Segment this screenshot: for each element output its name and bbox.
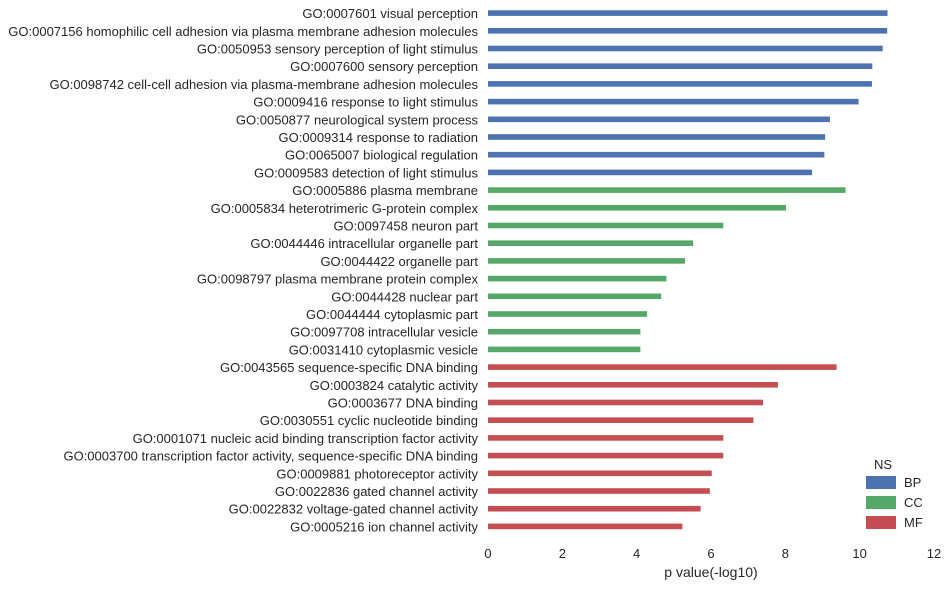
- legend-swatch-bp: [866, 476, 896, 489]
- y-tick-label: GO:0044444 cytoplasmic part: [306, 307, 478, 322]
- bar-mf-24: [488, 417, 754, 423]
- bar-cc-20: [488, 346, 641, 353]
- y-tick-label: GO:0009314 response to radiation: [279, 130, 478, 145]
- y-tick-label: GO:0003700 transcription factor activity…: [63, 449, 478, 464]
- x-tick-label: 10: [852, 546, 866, 561]
- x-tick-labels: 0 2 4 6 8 10 12: [484, 546, 941, 561]
- bar-bp-10: [488, 169, 813, 176]
- y-tick-label: GO:0009583 detection of light stimulus: [254, 165, 479, 180]
- bar-mf-28: [488, 488, 710, 494]
- bar-bp-8: [488, 134, 826, 140]
- y-tick-label: GO:0022836 gated channel activity: [275, 484, 479, 499]
- bar-mf-26: [488, 452, 724, 459]
- bar-bp-6: [488, 98, 859, 105]
- y-tick-label: GO:0003677 DNA binding: [328, 396, 478, 411]
- y-tick-label: GO:0005886 plasma membrane: [292, 183, 478, 198]
- y-tick-label: GO:0005216 ion channel activity: [290, 519, 478, 534]
- y-tick-label: GO:0022832 voltage-gated channel activit…: [229, 502, 479, 517]
- x-tick-label: 6: [707, 546, 714, 561]
- bar-cc-14: [488, 240, 694, 246]
- bar-cc-15: [488, 258, 685, 264]
- bars-group: [488, 10, 888, 530]
- y-tick-label: GO:0031410 cytoplasmic vesicle: [289, 342, 478, 357]
- y-tick-label: GO:0043565 sequence-specific DNA binding: [220, 360, 478, 375]
- y-tick-labels: GO:0007601 visual perception GO:0007156 h…: [8, 6, 478, 534]
- y-tick-label: GO:0007601 visual perception: [302, 6, 478, 21]
- bar-bp-9: [488, 151, 825, 158]
- bar-mf-27: [488, 470, 712, 477]
- bar-cc-16: [488, 275, 667, 282]
- legend-label-bp: BP: [904, 475, 921, 490]
- y-tick-label: GO:0001071 nucleic acid binding transcri…: [133, 431, 479, 446]
- legend-title: NS: [874, 457, 892, 472]
- bar-cc-11: [488, 187, 846, 193]
- y-tick-label: GO:0044428 nuclear part: [331, 289, 478, 304]
- bar-cc-18: [488, 311, 648, 317]
- y-tick-label: GO:0044446 intracellular organelle part: [250, 236, 478, 251]
- legend-label-cc: CC: [904, 495, 923, 510]
- bar-cc-12: [488, 205, 787, 211]
- bar-bp-1: [488, 10, 888, 16]
- x-tick-label: 12: [927, 546, 941, 561]
- bar-mf-22: [488, 382, 778, 388]
- y-tick-label: GO:0097458 neuron part: [333, 219, 478, 234]
- bar-cc-19: [488, 328, 641, 335]
- y-tick-label: GO:0050953 sensory perception of light s…: [197, 42, 479, 57]
- bar-bp-7: [488, 116, 830, 123]
- x-tick-label: 4: [633, 546, 640, 561]
- legend-swatch-cc: [866, 496, 896, 509]
- y-tick-label: GO:0098797 plasma membrane protein compl…: [197, 272, 479, 287]
- bar-cc-13: [488, 222, 724, 229]
- x-tick-label: 0: [484, 546, 491, 561]
- y-tick-label: GO:0098742 cell-cell adhesion via plasma…: [49, 77, 478, 92]
- bar-mf-30: [488, 523, 683, 530]
- legend: NS BP CC MF: [866, 457, 923, 530]
- bar-bp-3: [488, 45, 883, 52]
- bar-bp-4: [488, 63, 873, 69]
- bar-bp-2: [488, 28, 888, 34]
- bar-bp-5: [488, 81, 872, 87]
- bar-cc-17: [488, 293, 662, 300]
- y-tick-label: GO:0065007 biological regulation: [285, 148, 478, 163]
- y-tick-label: GO:0009881 photoreceptor activity: [276, 466, 478, 481]
- x-tick-label: 8: [782, 546, 789, 561]
- y-tick-label: GO:0050877 neurological system process: [236, 112, 479, 127]
- y-tick-label: GO:0097708 intracellular vesicle: [290, 325, 478, 340]
- y-tick-label: GO:0005834 heterotrimeric G-protein comp…: [211, 201, 479, 216]
- bar-mf-25: [488, 435, 724, 441]
- x-tick-label: 2: [559, 546, 566, 561]
- y-tick-label: GO:0009416 response to light stimulus: [253, 95, 478, 110]
- y-tick-label: GO:0030551 cyclic nucleotide binding: [260, 413, 478, 428]
- y-tick-label: GO:0044422 organelle part: [320, 254, 478, 269]
- y-tick-label: GO:0007156 homophilic cell adhesion via …: [8, 24, 478, 39]
- y-tick-label: GO:0003824 catalytic activity: [310, 378, 479, 393]
- bar-mf-21: [488, 364, 837, 370]
- bar-mf-29: [488, 505, 701, 512]
- x-axis-label: p value(-log10): [664, 564, 757, 580]
- legend-swatch-mf: [866, 516, 896, 529]
- y-tick-label: GO:0007600 sensory perception: [290, 59, 478, 74]
- bar-mf-23: [488, 399, 764, 406]
- legend-label-mf: MF: [904, 515, 923, 530]
